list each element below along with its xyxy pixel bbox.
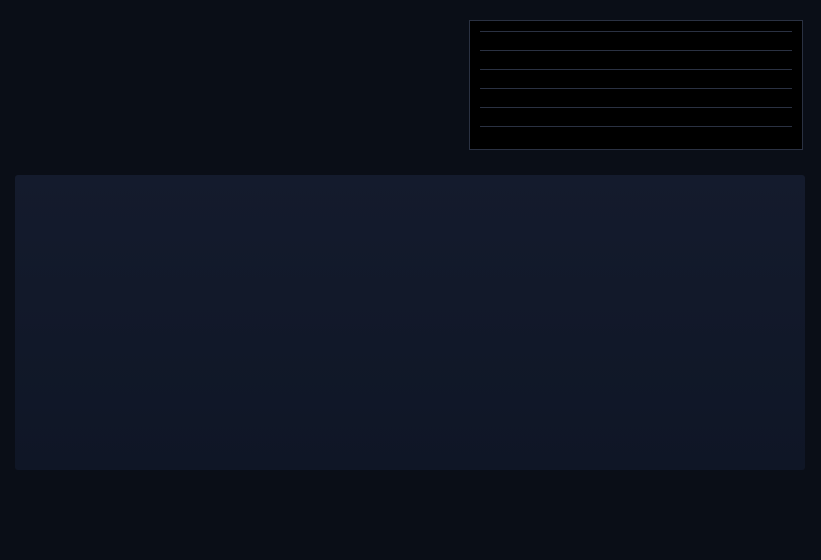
x-axis	[15, 485, 805, 501]
tooltip-row-cfo	[480, 107, 792, 126]
tooltip-label	[480, 110, 595, 124]
tooltip-label	[480, 53, 595, 67]
tooltip-row-earnings	[480, 50, 792, 69]
tooltip-row-opex	[480, 126, 792, 145]
tooltip-label	[480, 91, 595, 105]
tooltip-label	[480, 34, 595, 48]
tooltip-label	[480, 129, 595, 143]
chart-tooltip	[469, 20, 803, 150]
tooltip-row-fcf	[480, 88, 792, 107]
tooltip-label	[480, 72, 595, 86]
chart-svg	[15, 175, 805, 470]
tooltip-row-revenue	[480, 31, 792, 50]
financials-chart[interactable]	[15, 175, 805, 470]
tooltip-row-margin	[480, 69, 792, 88]
